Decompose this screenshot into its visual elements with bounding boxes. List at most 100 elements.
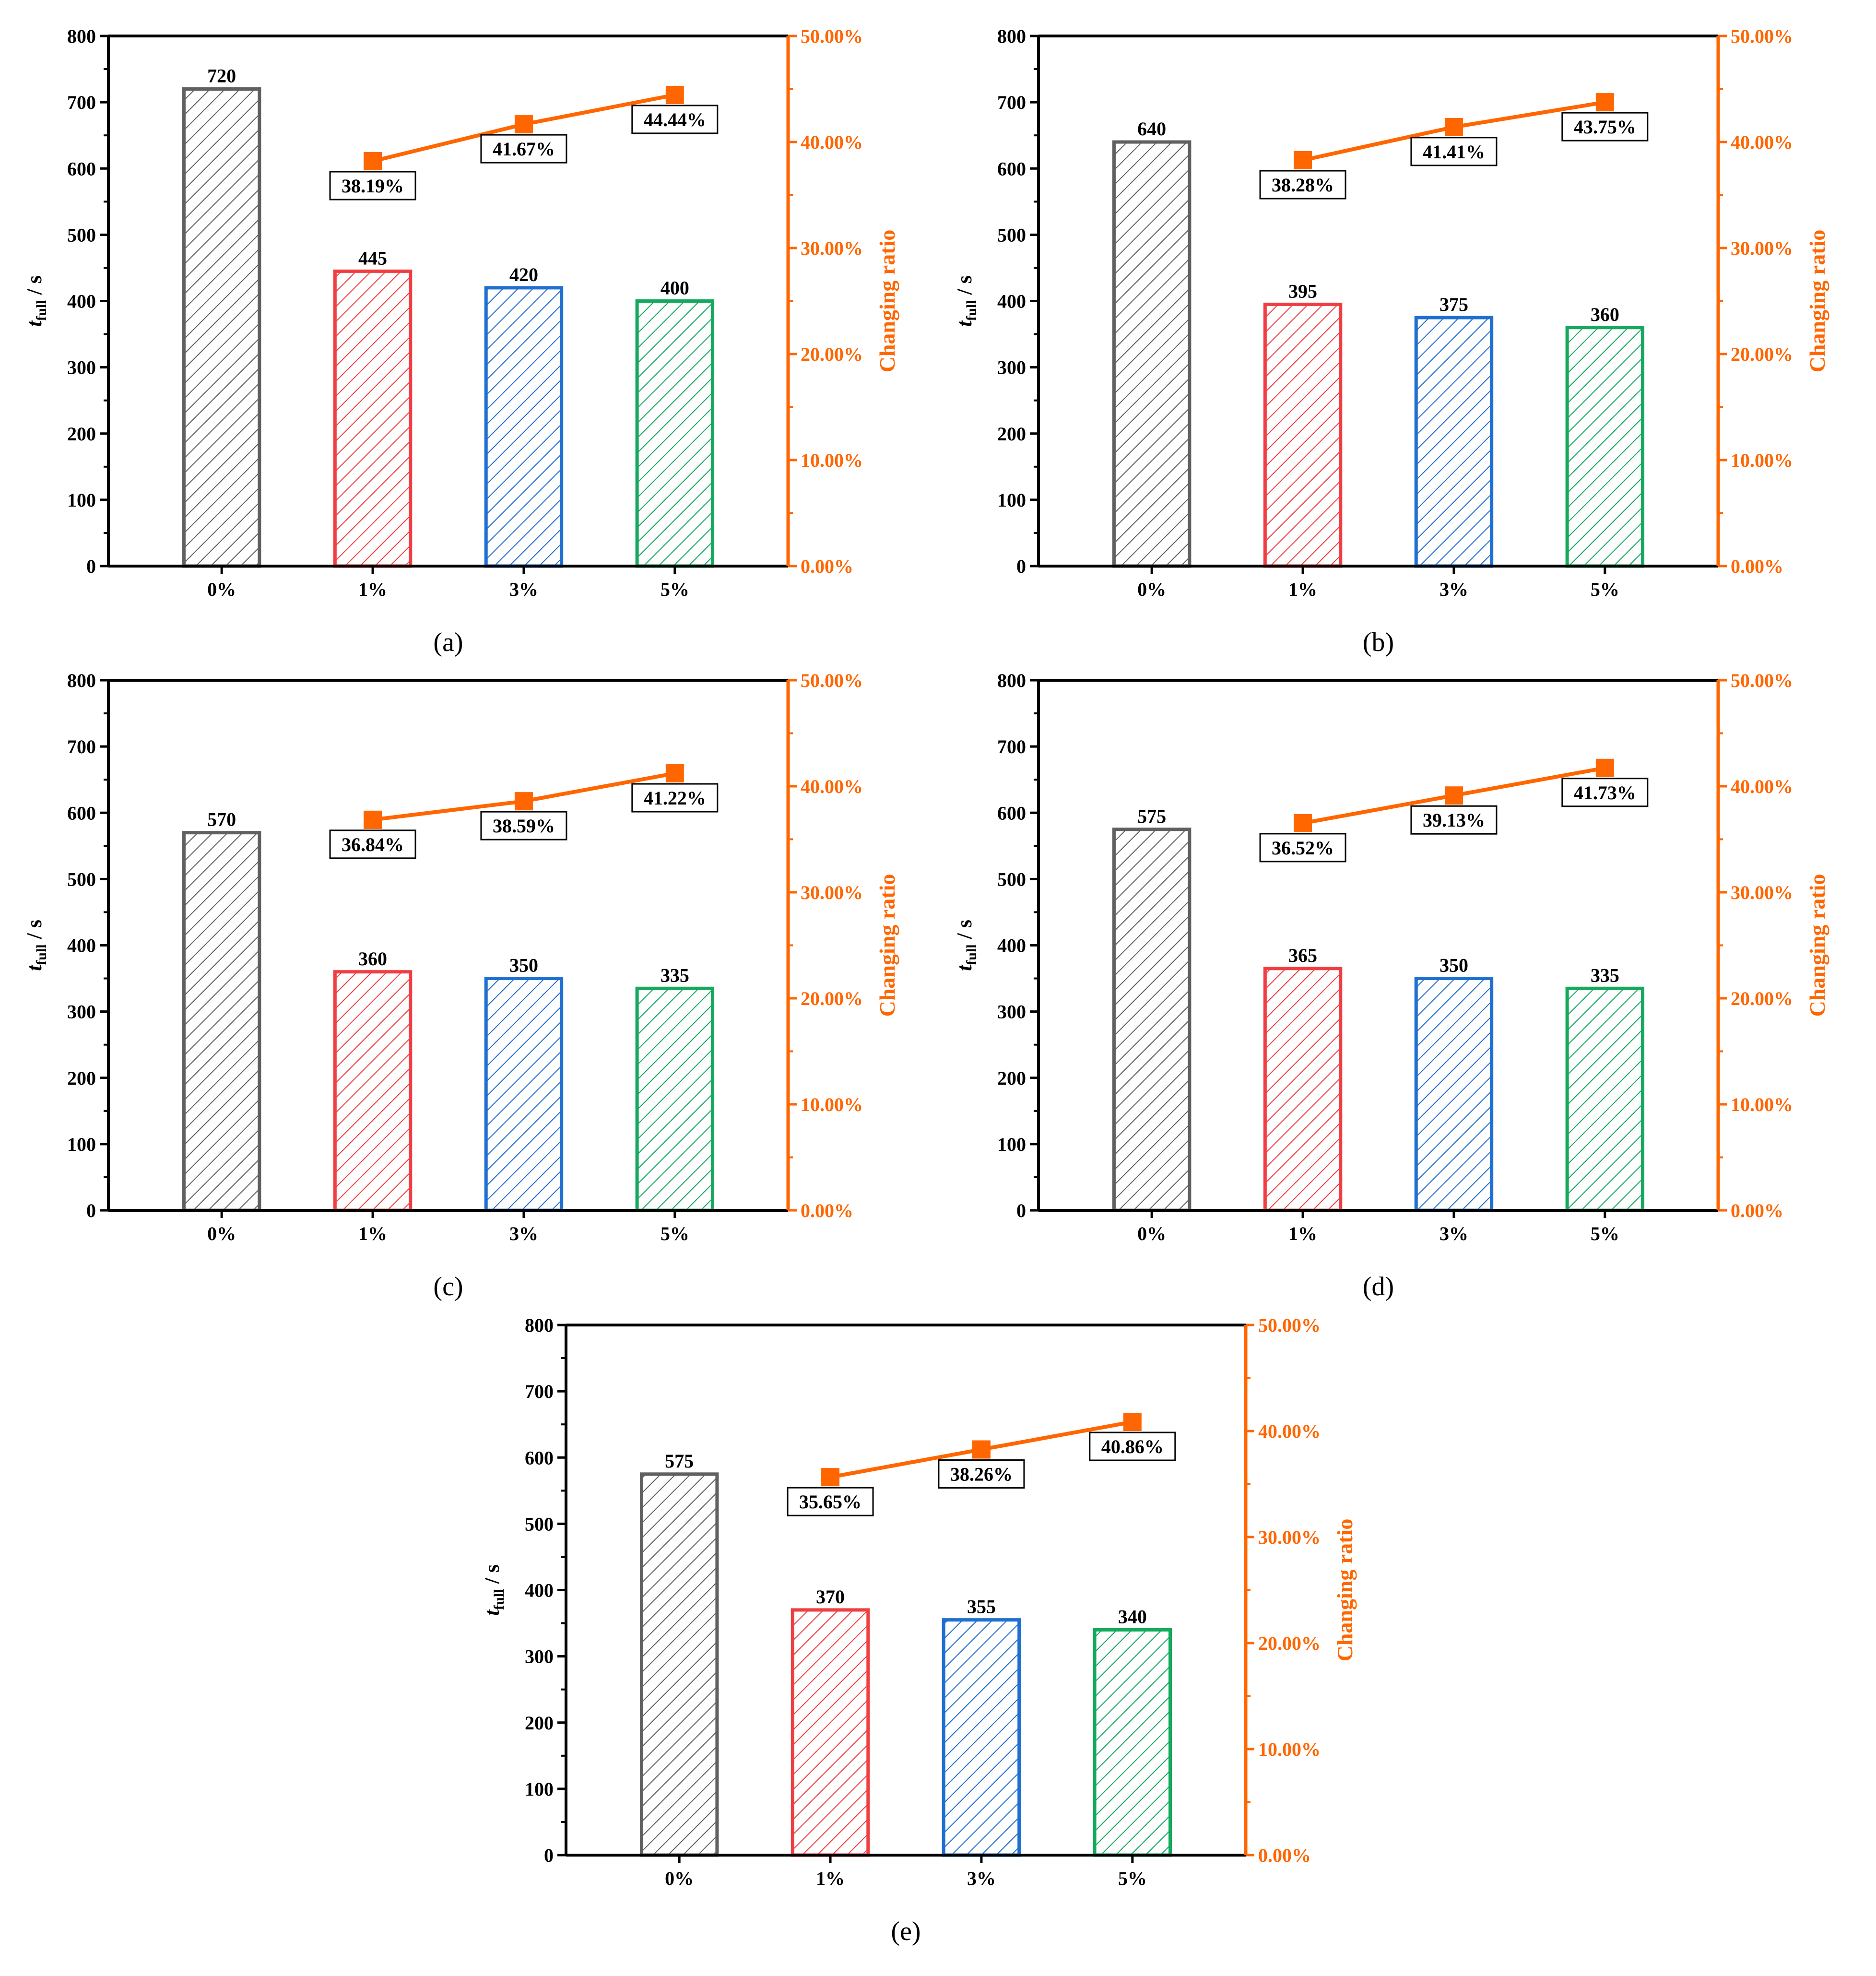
- y-axis-title: tfull / s: [953, 920, 979, 971]
- y-axis-title-main: t: [480, 1609, 504, 1616]
- y2-tick-label: 50.00%: [801, 25, 863, 47]
- ratio-label: 41.22%: [644, 787, 706, 809]
- y-tick-label: 400: [67, 291, 96, 312]
- bar: [942, 1618, 1021, 1857]
- y-axis-title-main: t: [953, 320, 976, 327]
- y-axis-title-main: t: [953, 964, 976, 971]
- bar: [182, 831, 261, 1212]
- bar-value-label: 445: [358, 247, 387, 269]
- y-tick-label: 600: [997, 158, 1026, 179]
- bar-value-label: 350: [1439, 955, 1468, 976]
- y-axis-title-sub: full: [491, 1589, 507, 1609]
- panel-label: (a): [433, 627, 463, 657]
- ratio-label-box: [1089, 1432, 1176, 1461]
- x-tick-label: 5%: [661, 1223, 689, 1244]
- x-tick-label: 5%: [1118, 1868, 1147, 1889]
- y-axis-title-unit: / s: [953, 920, 976, 944]
- y-axis-title: tfull / s: [480, 1564, 507, 1616]
- ratio-label-box: [480, 134, 567, 164]
- y-tick-label: 500: [67, 868, 96, 890]
- bar: [484, 977, 564, 1212]
- y2-tick-label: 20.00%: [801, 343, 863, 365]
- bar-value-label: 350: [509, 955, 538, 976]
- bar: [333, 970, 413, 1212]
- y-tick-label: 0: [86, 556, 96, 577]
- ratio-marker: [1444, 786, 1463, 805]
- bar: [639, 1472, 719, 1857]
- bar-value-label: 575: [1137, 805, 1166, 827]
- y-axis-title-unit: / s: [23, 275, 46, 300]
- x-tick-label: 3%: [1439, 579, 1468, 600]
- bar: [484, 286, 564, 568]
- y-tick-label: 300: [997, 357, 1026, 379]
- x-tick-label: 1%: [358, 579, 387, 600]
- bar: [1112, 140, 1192, 568]
- y2-tick-label: 40.00%: [1731, 776, 1793, 797]
- bar-value-label: 400: [661, 277, 689, 299]
- y2-tick-label: 0.00%: [801, 556, 853, 577]
- y-axis-title-sub: full: [964, 944, 979, 965]
- y2-tick-label: 10.00%: [1258, 1739, 1321, 1760]
- bar-value-label: 640: [1137, 118, 1166, 140]
- y2-tick-label: 10.00%: [1731, 1094, 1793, 1115]
- bar: [1414, 977, 1494, 1212]
- ratio-label-box: [1259, 170, 1346, 200]
- bar: [635, 299, 715, 568]
- y-tick-label: 0: [1016, 556, 1026, 577]
- bar: [1263, 967, 1343, 1212]
- y2-tick-label: 0.00%: [1731, 556, 1783, 577]
- y-axis-title-main: t: [23, 320, 46, 327]
- y-tick-label: 200: [67, 423, 96, 445]
- ratio-label: 36.52%: [1272, 837, 1334, 859]
- y-tick-label: 400: [997, 935, 1026, 957]
- y-tick-label: 100: [67, 489, 96, 511]
- y-tick-label: 500: [997, 224, 1026, 246]
- ratio-label-box: [1259, 833, 1346, 863]
- ratio-label-box: [787, 1487, 874, 1516]
- ratio-label-box: [1561, 778, 1649, 807]
- ratio-label-box: [1561, 112, 1649, 142]
- bar-value-label: 340: [1118, 1606, 1147, 1627]
- x-tick-label: 5%: [661, 579, 689, 600]
- x-tick-label: 5%: [1591, 579, 1619, 600]
- y2-tick-label: 30.00%: [801, 237, 863, 259]
- y2-axis-title: Changing ratio: [875, 874, 899, 1017]
- x-tick-label: 1%: [1288, 579, 1317, 600]
- ratio-marker: [364, 152, 382, 171]
- bar-value-label: 575: [665, 1450, 694, 1472]
- bar-value-label: 395: [1288, 280, 1317, 302]
- y-tick-label: 100: [997, 489, 1026, 511]
- ratio-label: 41.73%: [1574, 782, 1636, 804]
- ratio-marker: [1595, 93, 1614, 112]
- y2-tick-label: 30.00%: [1731, 882, 1793, 903]
- y-tick-label: 700: [67, 736, 96, 757]
- ratio-label-box: [1410, 805, 1498, 835]
- y-tick-label: 0: [1016, 1200, 1026, 1221]
- ratio-label-box: [329, 829, 416, 859]
- bar: [791, 1608, 870, 1857]
- ratio-label: 38.59%: [493, 815, 555, 837]
- y-axis-title: tfull / s: [953, 275, 979, 327]
- ratio-marker: [665, 764, 684, 783]
- ratio-label: 38.26%: [950, 1463, 1013, 1485]
- bar: [1414, 316, 1494, 568]
- ratio-label-box: [480, 811, 567, 840]
- ratio-label-box: [1410, 137, 1498, 166]
- x-tick-label: 0%: [665, 1868, 694, 1889]
- bar-value-label: 370: [816, 1586, 845, 1608]
- ratio-marker: [1294, 814, 1312, 832]
- y-tick-label: 600: [67, 802, 96, 824]
- y-tick-label: 700: [525, 1381, 554, 1402]
- y2-tick-label: 20.00%: [1731, 343, 1793, 365]
- y2-tick-label: 30.00%: [1731, 237, 1793, 259]
- x-tick-label: 1%: [358, 1223, 387, 1244]
- chart-panel-c: 570 360 350 335 0 100 200 300 400 500 600 700 800 0.0…: [23, 670, 899, 1302]
- y-tick-label: 200: [997, 1067, 1026, 1089]
- bar-value-label: 355: [967, 1596, 996, 1618]
- y2-tick-label: 50.00%: [1731, 670, 1793, 691]
- panel-label: (e): [891, 1917, 920, 1946]
- panel-label: (c): [433, 1272, 463, 1302]
- ratio-label: 39.13%: [1423, 809, 1485, 831]
- ratio-label: 36.84%: [342, 834, 404, 855]
- y-tick-label: 400: [67, 935, 96, 957]
